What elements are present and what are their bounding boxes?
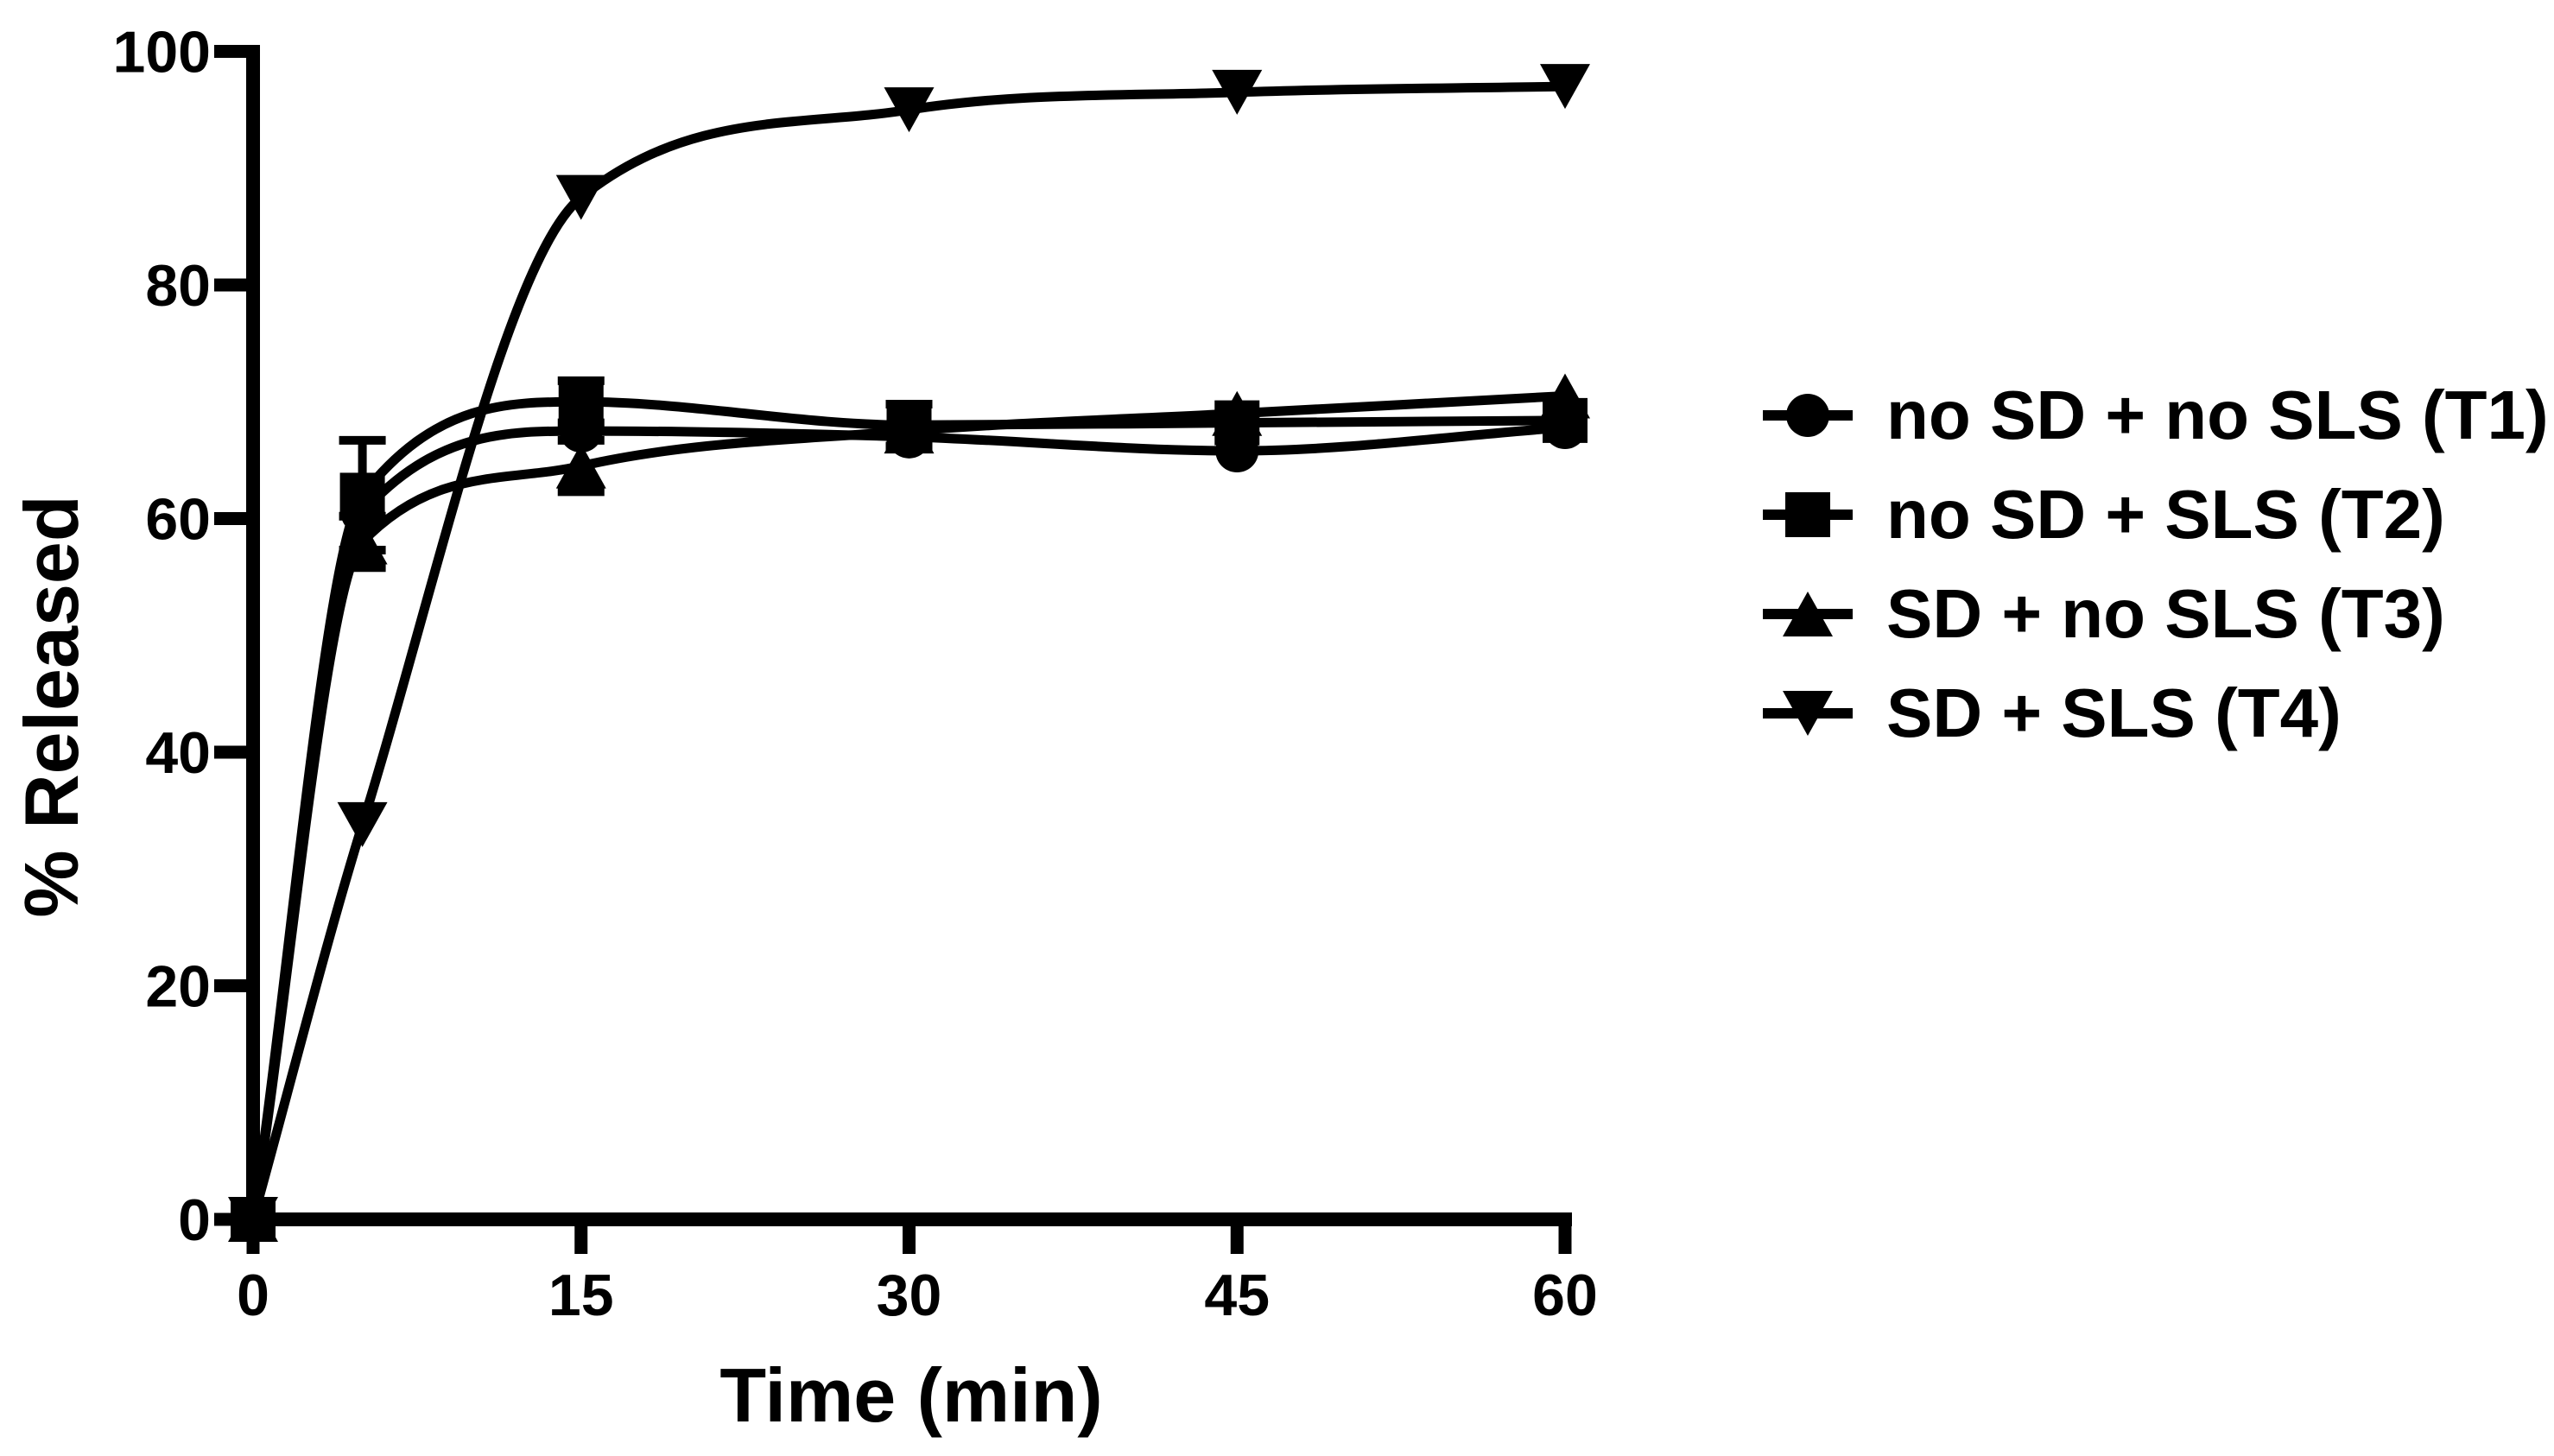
- triangle-down-marker: [337, 801, 388, 847]
- tick-labels: 0 15 30 45 60 0 20 40 60 80 100: [113, 20, 1598, 1329]
- markers-series-3: [228, 373, 1590, 1242]
- square-marker: [886, 402, 932, 448]
- y-tick-label: 40: [145, 720, 211, 786]
- x-tick-label: 30: [877, 1263, 942, 1328]
- x-tick-label: 15: [548, 1263, 614, 1328]
- legend-label: no SD + no SLS (T1): [1886, 377, 2549, 453]
- error-bars: [339, 376, 933, 573]
- square-marker: [339, 472, 385, 518]
- legend-item: SD + no SLS (T3): [1752, 567, 2549, 662]
- y-tick-label: 20: [145, 954, 211, 1020]
- triangle-down-marker-icon: [1763, 691, 1853, 736]
- series-line-1: [248, 422, 1566, 1220]
- series-lines: [248, 81, 1566, 1221]
- legend-label: SD + no SLS (T3): [1886, 575, 2445, 652]
- square-marker-icon: [1763, 492, 1853, 537]
- y-tick-label: 0: [178, 1187, 211, 1253]
- series-line-4: [248, 81, 1566, 1221]
- x-tick-label: 45: [1204, 1263, 1270, 1328]
- x-tick-label: 60: [1532, 1263, 1598, 1328]
- triangle-down-marker: [1212, 69, 1263, 115]
- markers-series-1: [231, 406, 1587, 1241]
- markers: [228, 64, 1590, 1242]
- square-marker: [558, 379, 604, 425]
- triangle-up-marker-icon: [1763, 592, 1853, 636]
- triangle-down-marker: [884, 87, 935, 133]
- series-line-3: [248, 390, 1566, 1220]
- legend-item: no SD + SLS (T2): [1752, 467, 2549, 562]
- legend: no SD + no SLS (T1) no SD + SLS (T2) SD …: [1752, 368, 2549, 765]
- legend-item: no SD + no SLS (T1): [1752, 368, 2549, 463]
- triangle-up-marker: [337, 519, 388, 565]
- y-tick-label: 100: [113, 20, 211, 85]
- triangle-down-marker: [1540, 64, 1590, 110]
- markers-series-2: [231, 379, 1588, 1242]
- legend-item: SD + SLS (T4): [1752, 666, 2549, 761]
- square-marker: [1543, 397, 1588, 443]
- legend-label: SD + SLS (T4): [1886, 674, 2342, 751]
- circle-marker-icon: [1763, 394, 1853, 437]
- square-marker: [231, 1197, 276, 1242]
- axes: [246, 45, 1572, 1226]
- markers-series-4: [228, 64, 1590, 1242]
- x-tick-label: 0: [237, 1263, 269, 1328]
- y-tick-label: 80: [145, 253, 211, 319]
- square-marker: [1214, 400, 1260, 446]
- triangle-up-marker: [555, 443, 606, 489]
- y-tick-label: 60: [145, 487, 211, 553]
- y-axis-title: % Released: [9, 495, 94, 918]
- triangle-down-marker: [555, 174, 606, 220]
- legend-label: no SD + SLS (T2): [1886, 476, 2445, 553]
- x-axis-title: Time (min): [719, 1352, 1103, 1438]
